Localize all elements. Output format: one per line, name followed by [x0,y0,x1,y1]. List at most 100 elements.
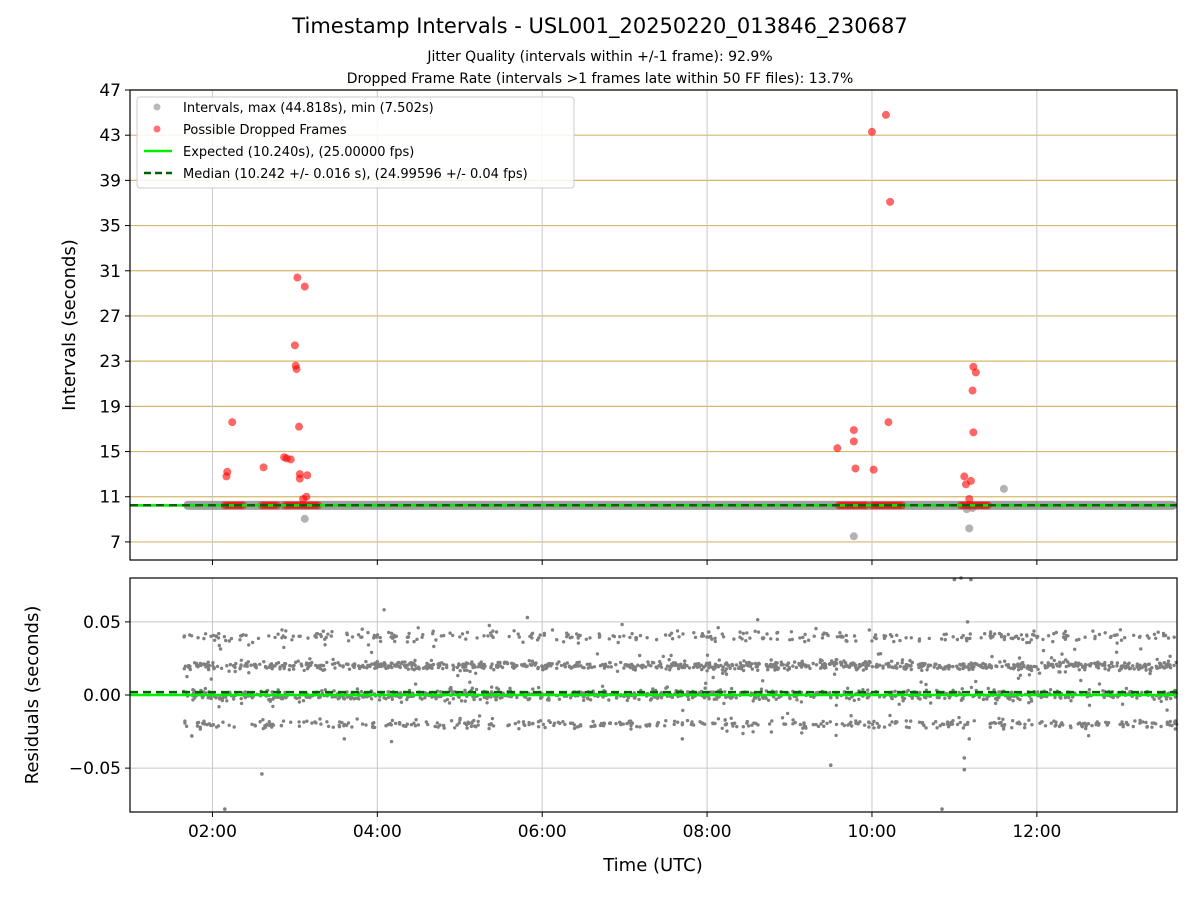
dropped-frame-point [303,471,312,480]
residual-point [890,665,894,669]
residual-point [812,634,816,638]
residual-point [531,687,535,691]
residual-point [214,725,219,729]
residual-point [1059,696,1063,700]
residual-point [648,698,653,702]
residual-point [465,630,470,635]
residual-point [265,666,269,670]
residual-point [524,695,528,699]
residual-point [877,724,881,728]
residual-point [1094,663,1098,667]
residual-point [225,699,229,703]
intervals-y-axis-label: Intervals (seconds) [59,239,80,411]
residual-point [1061,723,1065,727]
residual-point [372,636,376,640]
residual-point [895,633,899,637]
residual-point [595,652,600,656]
residual-point [785,711,790,716]
residual-point [857,697,861,701]
residual-point [364,659,368,664]
residual-point [314,635,318,639]
residual-point [861,688,865,692]
residual-point [1140,690,1144,695]
residual-point [811,661,815,666]
residual-point [724,695,728,700]
residual-point [839,663,843,667]
residual-point [840,722,844,726]
residual-point [1097,632,1102,637]
residual-point [572,723,577,727]
residual-point [192,688,196,693]
residual-point [1063,629,1068,634]
residual-point [934,662,938,666]
residual-point [1132,633,1136,637]
residual-point [946,725,951,729]
residual-point [1140,665,1144,669]
residual-point [1022,726,1027,730]
residual-point [612,634,617,639]
residual-point [527,659,531,663]
residual-point [384,697,388,701]
residual-point [351,664,355,668]
residual-point [366,630,370,635]
residual-point [961,633,965,638]
residual-point [703,686,707,690]
residual-point [776,666,781,670]
residual-point [710,637,714,641]
residual-point [1041,637,1045,642]
residual-point [474,671,478,675]
residual-point [720,668,725,672]
residual-point [814,626,818,631]
residual-point [663,724,667,728]
residual-point [211,661,215,665]
residual-point [1054,630,1059,635]
residual-point [195,664,199,668]
residual-point [410,667,414,671]
residual-point [407,631,411,636]
time-x-tick-label: 10:00 [847,822,896,842]
residual-point [618,635,622,639]
interval-outlier-point [999,484,1008,493]
residual-point [722,701,726,706]
residual-point [588,662,592,666]
residual-point [458,718,462,722]
residual-point [474,687,479,692]
residual-point [619,660,623,665]
residual-point [367,663,371,667]
residual-point [326,724,331,729]
residual-point [1162,633,1166,638]
residual-point [607,698,611,702]
residual-point [585,662,589,666]
residual-point [253,664,257,669]
residual-point [741,668,746,673]
residual-point [425,661,429,666]
residual-point [1147,662,1152,666]
residual-point [325,720,329,724]
residual-point [325,660,329,665]
residual-point [919,662,924,666]
residual-point [1165,721,1170,725]
residual-point [993,701,998,706]
residual-point [536,725,541,729]
residual-point [250,640,255,645]
residual-point [324,635,328,640]
residual-point [413,724,418,728]
residual-point [774,690,779,694]
residual-point [857,664,862,669]
residual-point [756,668,760,672]
residual-outlier-point [190,734,194,738]
intervals-y-tick-label: 23 [99,352,121,372]
residual-point [629,727,633,731]
residual-point [393,639,397,644]
residual-point [704,681,708,685]
residual-point [369,650,374,655]
residual-point [338,695,342,700]
residual-point [695,665,699,669]
residual-point [721,635,726,639]
residual-point [866,695,870,700]
residual-point [475,636,479,640]
residual-point [680,721,685,725]
residual-point [724,722,729,726]
residual-outlier-point [962,756,967,760]
residual-point [972,719,976,723]
